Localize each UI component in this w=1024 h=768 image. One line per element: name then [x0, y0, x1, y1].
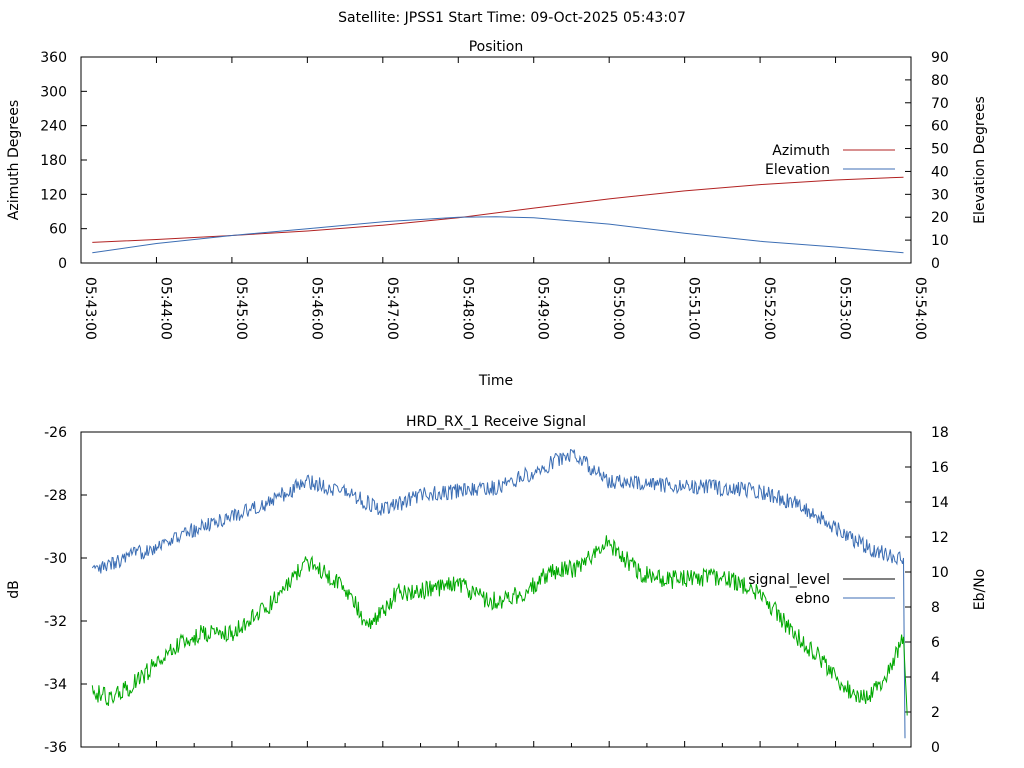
chart1-y2tick-label: 12 [931, 530, 949, 546]
chart1-series-ebno [91, 449, 906, 739]
chart0-ytick-label: 180 [40, 153, 67, 169]
chart0-legend-label: Azimuth [772, 143, 830, 159]
chart1-y2tick-label: 14 [931, 495, 949, 511]
chart1-ytick-label: -34 [44, 677, 67, 693]
chart1-y2tick-label: 0 [931, 740, 940, 756]
chart0-xtick-label: 05:45:00 [233, 277, 249, 340]
chart0-y2tick-label: 80 [931, 73, 949, 89]
chart0-xlabel: Time [478, 373, 513, 389]
chart0-ytick-label: 0 [58, 256, 67, 272]
chart0-y2tick-label: 60 [931, 119, 949, 135]
chart1-y2tick-label: 6 [931, 635, 940, 651]
chart0-title: Position [469, 39, 524, 55]
chart0-y2tick-label: 70 [931, 96, 949, 112]
chart1-y2tick-label: 10 [931, 565, 949, 581]
chart0-series-Elevation [92, 216, 904, 254]
chart0-ytick-label: 300 [40, 84, 67, 100]
chart0-xtick-label: 05:53:00 [837, 277, 853, 340]
chart0-xtick-label: 05:54:00 [912, 277, 928, 340]
chart1-y2tick-label: 2 [931, 705, 940, 721]
chart1-y2tick-label: 8 [931, 600, 940, 616]
chart0-xtick-label: 05:51:00 [686, 277, 702, 340]
chart0-xtick-label: 05:52:00 [761, 277, 777, 340]
chart1-y2tick-label: 16 [931, 460, 949, 476]
chart1-ytick-label: -28 [44, 488, 67, 504]
chart1-ytick-label: -32 [44, 614, 67, 630]
chart1-frame [80, 431, 912, 748]
chart1-y2label: Eb/No [972, 569, 988, 611]
chart0-y2tick-label: 50 [931, 142, 949, 158]
chart1-y2tick-label: 4 [931, 670, 940, 686]
chart1-ytick-label: -26 [44, 425, 67, 441]
chart0-y2tick-label: 10 [931, 233, 949, 249]
chart1-title: HRD_RX_1 Receive Signal [406, 414, 586, 430]
chart1-series-signal-green [91, 535, 908, 716]
chart0-ylabel: Azimuth Degrees [6, 100, 22, 220]
chart0-xtick-label: 05:44:00 [157, 277, 173, 340]
chart0-xtick-label: 05:49:00 [535, 277, 551, 340]
chart0-y2label: Elevation Degrees [972, 96, 988, 224]
chart0-xtick-label: 05:43:00 [82, 277, 98, 340]
chart0-frame [80, 56, 912, 264]
chart0-xtick-label: 05:50:00 [610, 277, 626, 340]
chart1-legend-label: ebno [795, 591, 830, 607]
chart0-xtick-label: 05:47:00 [384, 277, 400, 340]
chart0-xtick-label: 05:46:00 [308, 277, 324, 340]
chart1-ytick-label: -30 [44, 551, 67, 567]
chart0-ytick-label: 60 [49, 222, 67, 238]
chart0-y2tick-label: 90 [931, 50, 949, 66]
chart0-y2tick-label: 0 [931, 256, 940, 272]
chart0-ytick-label: 120 [40, 187, 67, 203]
chart0-series-Azimuth [92, 176, 904, 243]
chart0-y2tick-label: 20 [931, 210, 949, 226]
chart0-xtick-label: 05:48:00 [459, 277, 475, 340]
chart0-y2tick-label: 30 [931, 187, 949, 203]
chart1-y2tick-label: 18 [931, 425, 949, 441]
chart0-legend-label: Elevation [765, 162, 830, 178]
chart1-ylabel: dB [6, 580, 22, 599]
chart1-legend-label: signal_level [748, 572, 830, 588]
chart0-ytick-label: 360 [40, 50, 67, 66]
chart-header: Satellite: JPSS1 Start Time: 09-Oct-2025… [338, 10, 686, 26]
chart1-ytick-label: -36 [44, 740, 67, 756]
chart0-y2tick-label: 40 [931, 164, 949, 180]
chart0-ytick-label: 240 [40, 119, 67, 135]
